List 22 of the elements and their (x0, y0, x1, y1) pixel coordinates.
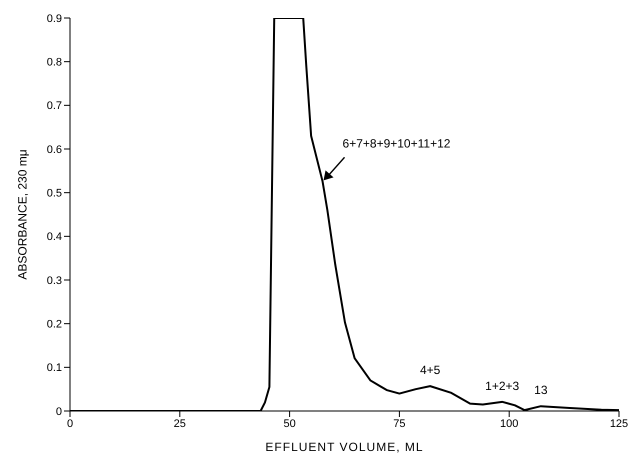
y-tick-label: 0.4 (46, 231, 62, 244)
annotation: 6+7+8+9+10+11+12 (342, 136, 451, 150)
y-tick-label: 0.3 (46, 274, 62, 287)
y-tick-label: 0 (56, 406, 62, 418)
x-tick-label: 75 (393, 418, 406, 430)
x-tick-label: 25 (174, 418, 186, 430)
y-tick-label: 0.8 (46, 56, 62, 69)
y-tick-label: 0.5 (46, 188, 62, 200)
x-tick-label: 100 (500, 418, 518, 430)
x-tick-label: 0 (66, 418, 74, 430)
y-tick-label: 0.7 (46, 100, 62, 112)
annotation: 1+2+3 (485, 378, 520, 393)
y-axis-title: ABSORBANCE, 230 mμ (15, 149, 30, 280)
x-axis-title: EFFLUENT VOLUME, ML (265, 440, 424, 454)
y-tick-label: 0.1 (46, 362, 62, 374)
annotation: 13 (534, 383, 548, 398)
y-tick-label: 0.2 (46, 318, 62, 331)
y-tick-label: 0.9 (46, 12, 62, 25)
y-tick-label: 0.6 (46, 144, 62, 156)
x-tick-label: 125 (610, 418, 628, 430)
annotation: 4+5 (420, 363, 441, 378)
x-tick-label: 50 (283, 418, 296, 430)
